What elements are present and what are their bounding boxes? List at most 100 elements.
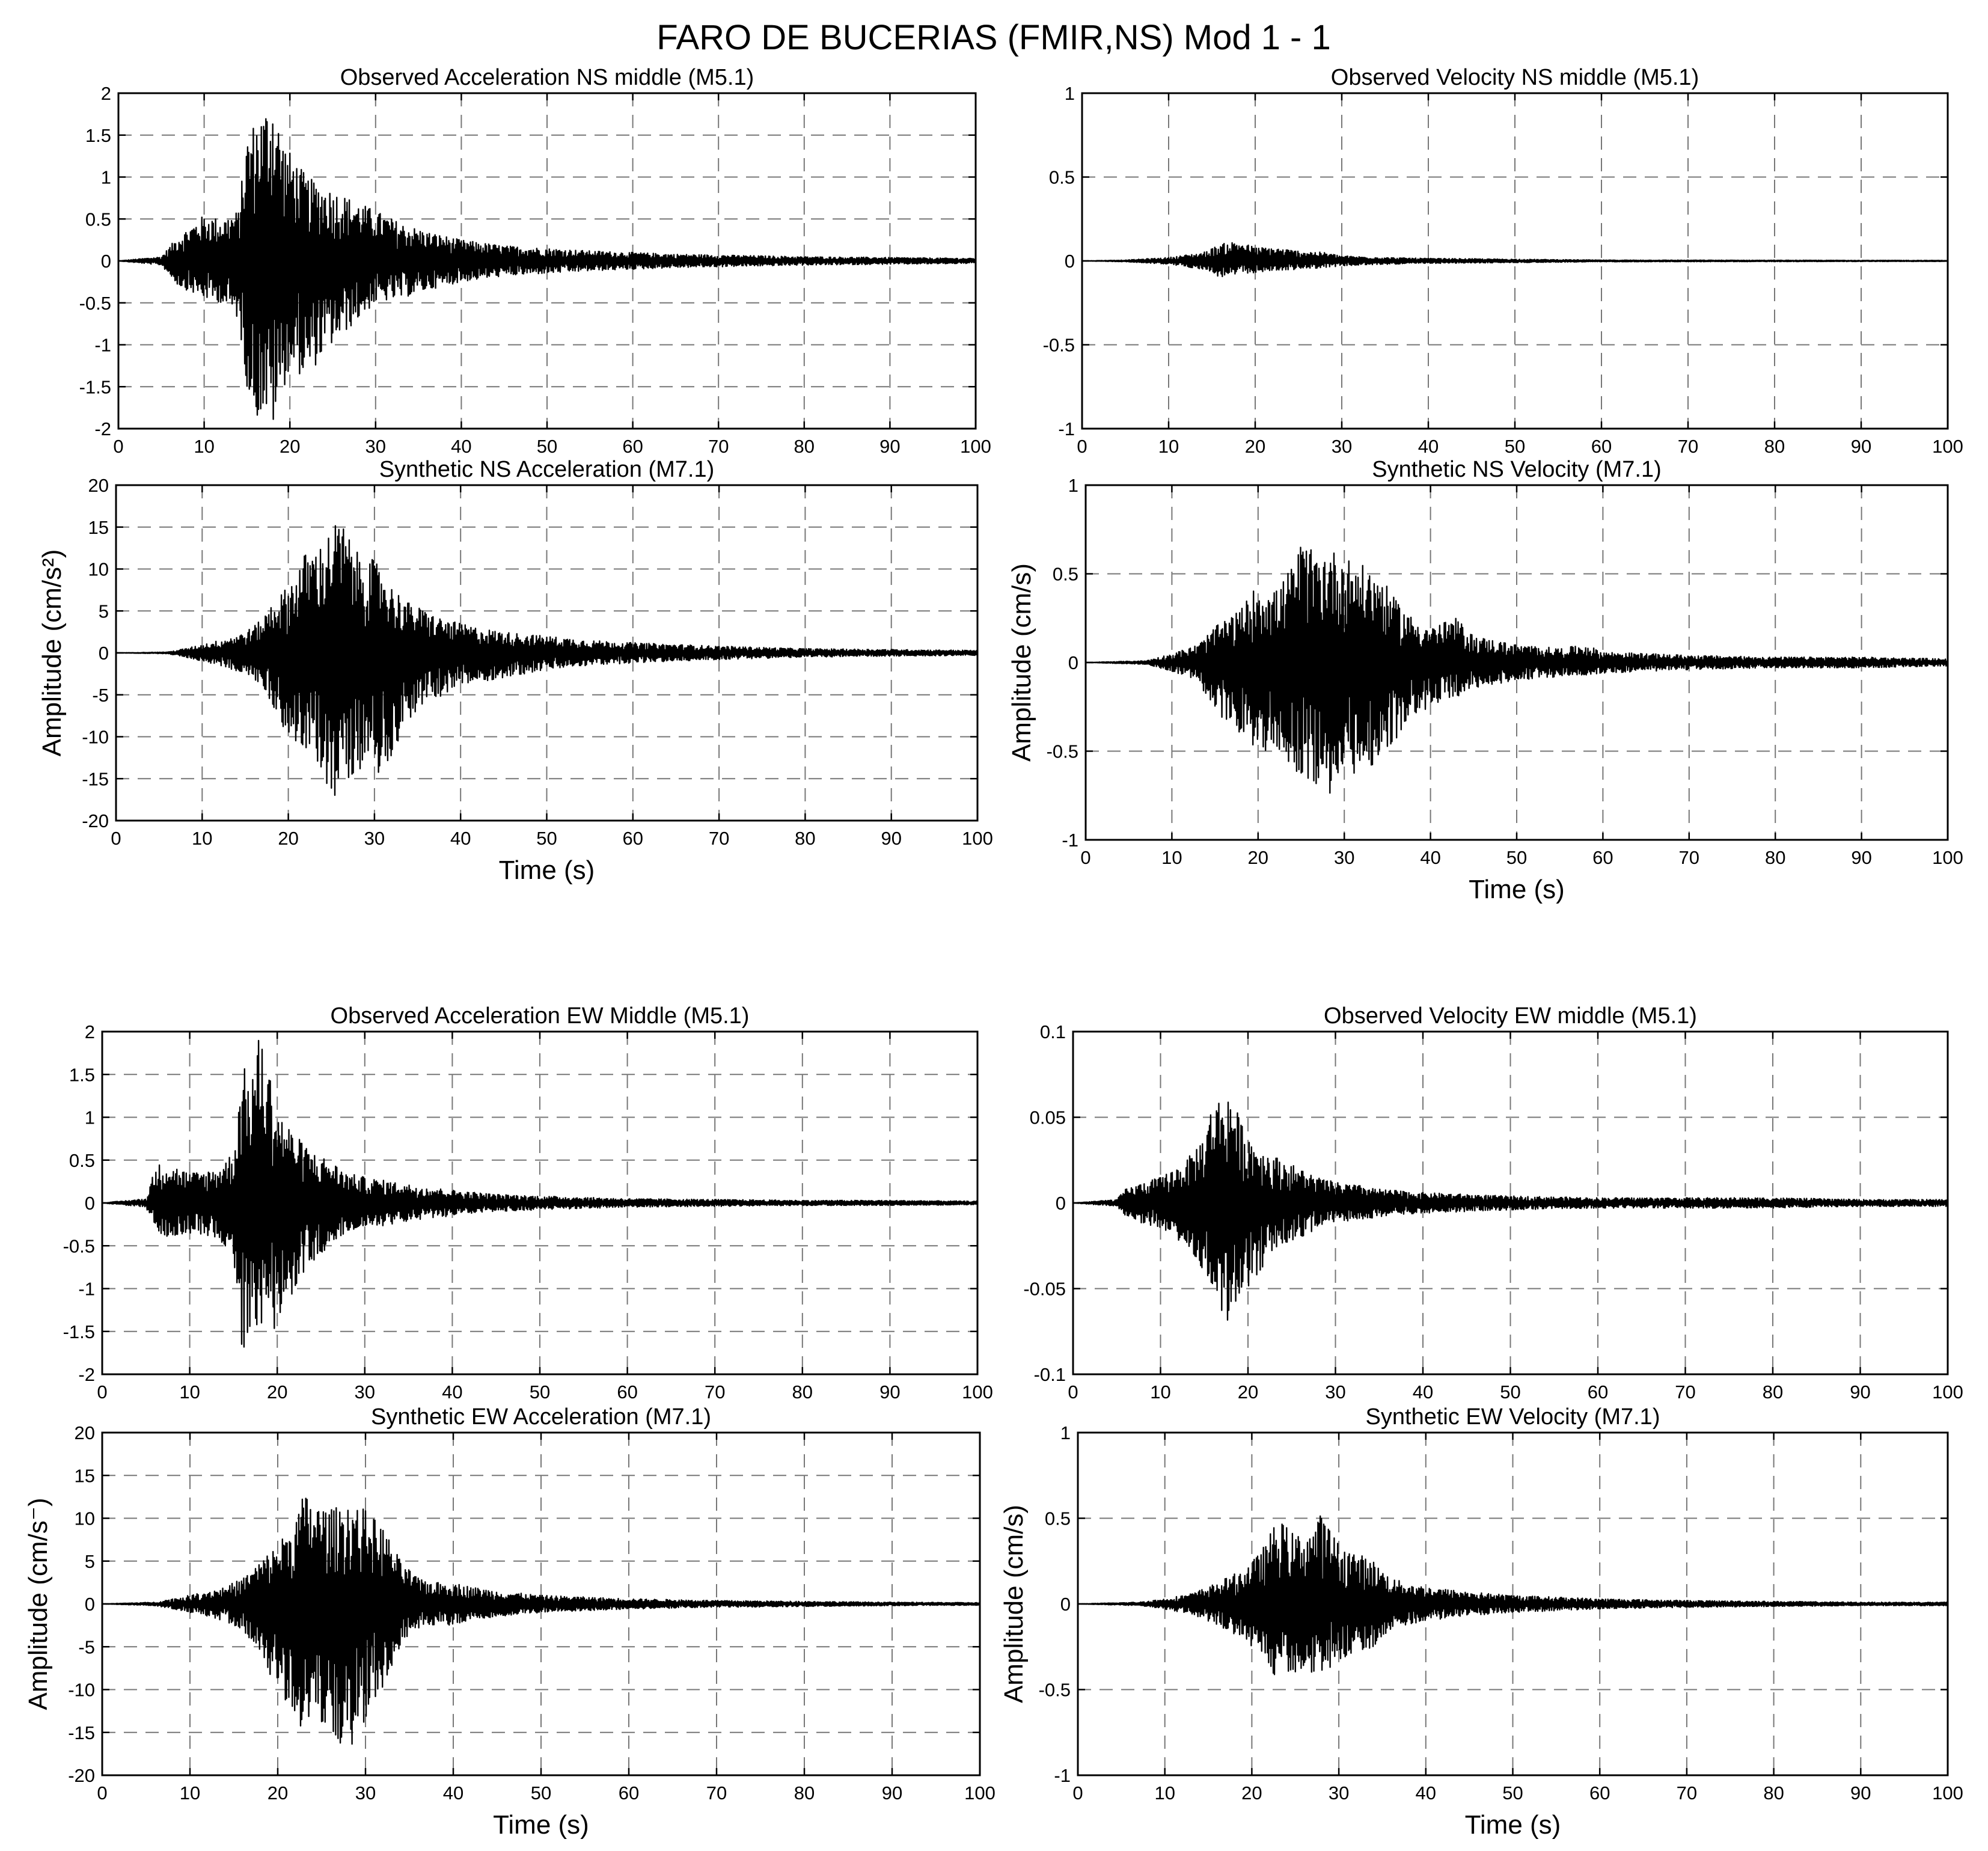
- grid: [102, 1032, 977, 1374]
- x-tick-label: 20: [278, 828, 298, 849]
- y-tick-label: -20: [82, 810, 109, 831]
- x-tick-label: 60: [617, 1381, 637, 1403]
- x-tick-label: 10: [180, 1782, 200, 1804]
- x-tick-label: 50: [1502, 1782, 1523, 1804]
- x-tick-label: 80: [794, 1782, 815, 1804]
- y-tick-label: 1: [101, 167, 111, 188]
- x-tick-label: 60: [622, 436, 643, 457]
- y-tick-label: 0.5: [1053, 564, 1078, 585]
- y-tick-label: 0.5: [85, 209, 111, 230]
- y-tick-label: 0: [85, 1193, 95, 1214]
- x-tick-label: 40: [451, 436, 471, 457]
- x-tick-label: 10: [192, 828, 212, 849]
- x-tick-label: 90: [879, 436, 900, 457]
- y-tick-label: -15: [82, 768, 109, 789]
- x-tick-label: 40: [442, 1381, 462, 1403]
- y-tick-label: 0: [1068, 652, 1078, 673]
- y-tick-label: 10: [75, 1508, 95, 1529]
- y-tick-label: -0.05: [1023, 1279, 1066, 1300]
- chart-panel-8: 0 10 20 30 40 50 60 70 80 90 100 -1 -0.5 0 0.5 1 Synthet…: [999, 1404, 1963, 1840]
- panel-title: Synthetic EW Velocity (M7.1): [1366, 1404, 1660, 1430]
- x-tick-label: 20: [268, 1782, 288, 1804]
- x-tick-label: 50: [537, 436, 557, 457]
- x-tick-label: 0: [97, 1782, 107, 1804]
- x-tick-label: 90: [1851, 436, 1871, 457]
- x-tick-label: 30: [365, 436, 386, 457]
- y-tick-label: -0.5: [79, 293, 111, 314]
- y-tick-label: 0.5: [1049, 167, 1075, 188]
- waveform-trace: [1085, 546, 1949, 794]
- chart-panel-4: 0 10 20 30 40 50 60 70 80 90 100 -1 -0.5 0 0.5 1 Synthet…: [1007, 457, 1963, 904]
- x-tick-label: 0: [1080, 847, 1090, 868]
- y-tick-label: 0: [1056, 1193, 1066, 1214]
- x-tick-label: 50: [536, 828, 557, 849]
- x-tick-label: 0: [1068, 1381, 1078, 1403]
- panel-title: Observed Acceleration EW Middle (M5.1): [331, 1003, 750, 1029]
- panel-title: Synthetic NS Velocity (M7.1): [1372, 457, 1662, 482]
- x-tick-label: 10: [1150, 1381, 1170, 1403]
- x-tick-label: 10: [1154, 1782, 1175, 1804]
- x-tick-label: 90: [879, 1381, 900, 1403]
- panel-title: Synthetic EW Acceleration (M7.1): [371, 1404, 711, 1430]
- x-tick-label: 10: [194, 436, 214, 457]
- x-tick-label: 60: [623, 828, 643, 849]
- y-tick-label: -0.5: [1047, 741, 1078, 762]
- x-tick-label: 10: [1161, 847, 1182, 868]
- y-tick-label: -0.5: [63, 1235, 95, 1256]
- y-tick-label: -0.1: [1034, 1364, 1066, 1385]
- x-tick-label: 0: [97, 1381, 107, 1403]
- y-tick-label: 20: [88, 475, 109, 496]
- x-axis-label: Time (s): [499, 855, 595, 885]
- waveform-trace: [1081, 242, 1948, 278]
- x-tick-label: 20: [280, 436, 300, 457]
- x-tick-label: 100: [962, 1381, 993, 1403]
- y-tick-label: 2: [85, 1021, 95, 1042]
- y-tick-label: 15: [75, 1465, 95, 1486]
- x-tick-label: 50: [1505, 436, 1525, 457]
- waveform-trace: [115, 525, 979, 796]
- y-tick-label: 2: [101, 83, 111, 104]
- x-tick-label: 20: [267, 1381, 287, 1403]
- y-tick-label: 5: [85, 1551, 95, 1572]
- x-tick-label: 80: [792, 1381, 813, 1403]
- x-tick-label: 40: [1416, 1782, 1436, 1804]
- y-tick-label: -10: [82, 727, 109, 748]
- x-tick-label: 20: [1238, 1381, 1258, 1403]
- panel-title: Observed Acceleration NS middle (M5.1): [340, 65, 754, 90]
- x-tick-label: 70: [1679, 847, 1699, 868]
- x-tick-label: 50: [531, 1782, 551, 1804]
- x-tick-label: 70: [1675, 1381, 1695, 1403]
- y-tick-label: 10: [88, 559, 109, 580]
- y-tick-label: -2: [94, 418, 111, 439]
- y-tick-label: -20: [68, 1765, 95, 1786]
- y-tick-label: 1: [1065, 83, 1075, 104]
- chart-panel-6: 0 10 20 30 40 50 60 70 80 90 100 -0.1 -0.05 0 0.05 0.1 O…: [1023, 1003, 1963, 1403]
- y-tick-label: 1: [1068, 475, 1078, 496]
- x-tick-label: 50: [1500, 1381, 1520, 1403]
- x-tick-label: 50: [1506, 847, 1527, 868]
- y-tick-label: 1.5: [85, 125, 111, 146]
- chart-panel-3: 0 10 20 30 40 50 60 70 80 90 100 -20 -15 -10 -5 0 5 10 15 2…: [37, 457, 993, 885]
- y-tick-label: 1: [1060, 1422, 1071, 1443]
- x-tick-label: 60: [1588, 1381, 1608, 1403]
- figure-title: FARO DE BUCERIAS (FMIR,NS) Mod 1 - 1: [656, 18, 1331, 57]
- x-tick-label: 30: [355, 1782, 376, 1804]
- x-tick-label: 100: [1932, 1782, 1963, 1804]
- y-tick-label: 5: [99, 601, 109, 622]
- x-tick-label: 70: [709, 828, 729, 849]
- chart-panel-1: 0 10 20 30 40 50 60 70 80 90 100 -2 -1.5 -1 -0.5 0 0.5 1 1…: [79, 65, 991, 457]
- y-tick-label: 0.5: [1045, 1508, 1071, 1529]
- y-tick-label: -5: [78, 1636, 95, 1657]
- x-tick-label: 60: [1591, 436, 1612, 457]
- panel-title: Observed Velocity NS middle (M5.1): [1331, 65, 1699, 90]
- y-tick-label: 0: [85, 1594, 95, 1615]
- y-axis-label: Amplitude (cm/s²): [37, 549, 67, 757]
- x-tick-label: 80: [1765, 847, 1785, 868]
- x-tick-label: 40: [1418, 436, 1439, 457]
- x-tick-label: 80: [794, 436, 815, 457]
- x-tick-label: 40: [1413, 1381, 1433, 1403]
- x-tick-label: 20: [1241, 1782, 1262, 1804]
- x-tick-label: 40: [1420, 847, 1440, 868]
- x-tick-label: 70: [706, 1782, 727, 1804]
